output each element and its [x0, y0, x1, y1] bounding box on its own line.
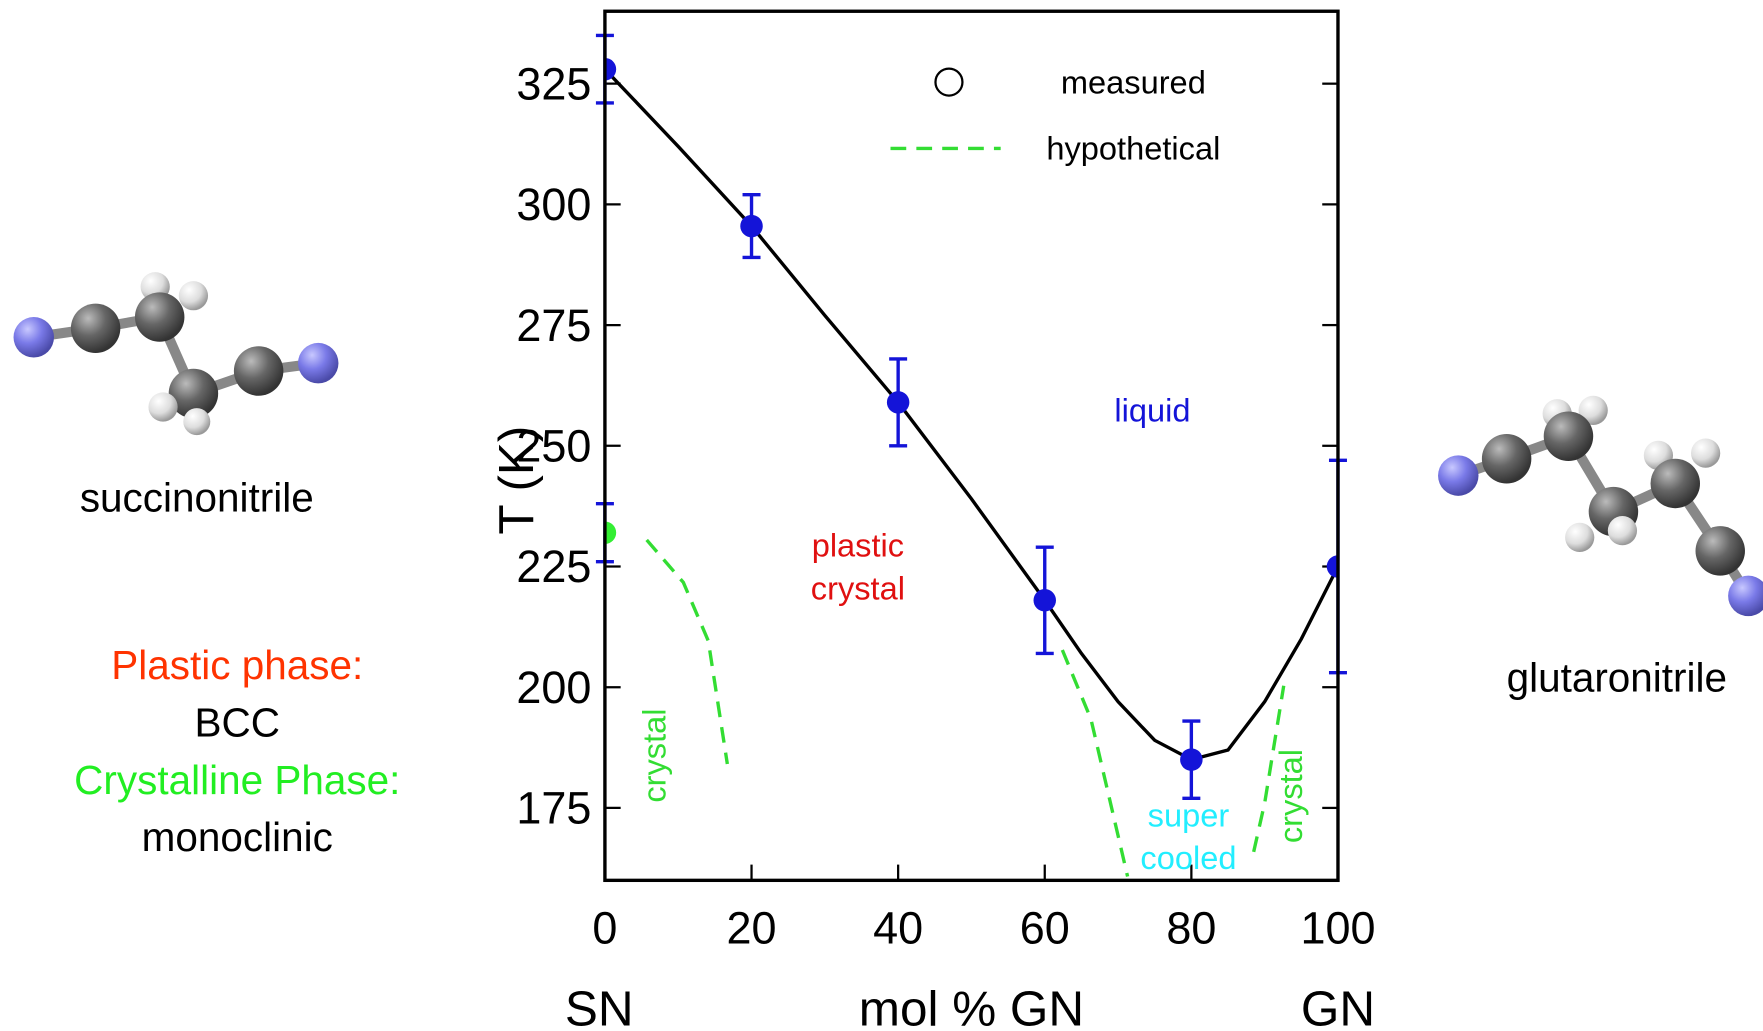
- y-tick-label: 250: [516, 421, 591, 472]
- x-tick-label: 80: [1166, 902, 1216, 953]
- annotation: cooled: [1140, 839, 1236, 876]
- data-point: [604, 521, 617, 544]
- x-tick-label: 20: [727, 902, 777, 953]
- x-tick-label: 40: [873, 902, 923, 953]
- data-point: [886, 391, 910, 414]
- x-end-label: SN: [565, 981, 634, 1031]
- dashed-line: [645, 538, 730, 765]
- molecule-left: [13, 272, 339, 436]
- data-point: [1326, 555, 1338, 578]
- legend-swatch: [934, 67, 964, 97]
- data-point: [604, 57, 617, 81]
- x-tick-label: 100: [1300, 902, 1375, 953]
- annotation: crystal: [1272, 749, 1309, 843]
- x-axis-label: mol % GN: [859, 981, 1084, 1031]
- dashed-line: [1060, 649, 1130, 877]
- y-tick-label: 300: [516, 179, 591, 230]
- y-tick-label: 175: [516, 783, 591, 834]
- plot-frame: [603, 9, 1340, 883]
- legend-label: measured: [1061, 63, 1206, 100]
- data-point: [740, 214, 763, 238]
- annotation: crystal: [811, 569, 905, 606]
- phase-note: Crystalline Phase:: [74, 757, 400, 803]
- x-end-label: GN: [1301, 981, 1375, 1031]
- annotation: plastic: [812, 527, 904, 564]
- molecule-label: glutaronitrile: [1507, 654, 1727, 700]
- annotation: crystal: [636, 708, 673, 802]
- x-tick-label: 60: [1020, 902, 1070, 953]
- molecule-right: [1438, 395, 1763, 617]
- y-tick-label: 200: [516, 662, 591, 713]
- phase-note: BCC: [195, 699, 280, 745]
- x-tick-label: 0: [592, 902, 617, 953]
- data-point: [1033, 589, 1056, 612]
- y-tick-label: 325: [516, 58, 591, 109]
- y-tick-label: 275: [516, 300, 591, 351]
- data-point: [1180, 748, 1203, 771]
- legend-label: hypothetical: [1046, 130, 1220, 167]
- molecule-label: succinonitrile: [80, 475, 314, 521]
- y-axis-label: T (K): [489, 426, 544, 535]
- annotation: super: [1148, 796, 1230, 833]
- annotation: liquid: [1114, 392, 1190, 429]
- y-tick-label: 225: [516, 541, 591, 592]
- phase-note: Plastic phase:: [111, 642, 363, 688]
- fit-line: [604, 68, 1338, 762]
- phase-note: monoclinic: [142, 814, 333, 860]
